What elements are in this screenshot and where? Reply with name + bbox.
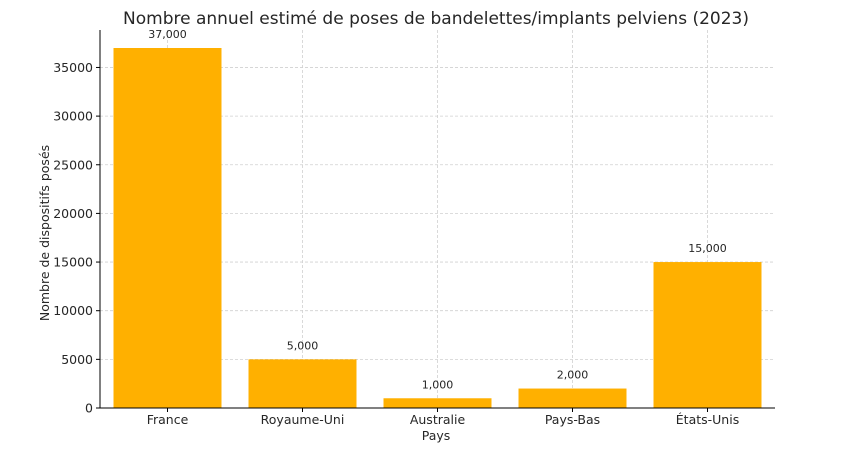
axis-layer: [96, 30, 775, 412]
chart-title: Nombre annuel estimé de poses de bandele…: [123, 9, 749, 29]
y-tick-label: 15000: [53, 255, 93, 270]
y-tick-label: 0: [85, 401, 93, 416]
y-tick-label: 25000: [53, 157, 93, 172]
y-tick-label: 30000: [53, 109, 93, 124]
bar-value-label: 37,000: [148, 28, 187, 41]
bar-value-label: 1,000: [422, 378, 454, 391]
bar-2: [248, 359, 357, 408]
x-tick-label: États-Unis: [676, 412, 739, 427]
bar-value-label: 2,000: [557, 369, 589, 382]
x-tick-label: Royaume-Uni: [261, 412, 345, 427]
bar-1: [113, 48, 222, 408]
bar-layer: [113, 48, 762, 408]
y-tick-label: 20000: [53, 206, 93, 221]
bar-value-label: 15,000: [688, 242, 727, 255]
y-axis-label: Nombre de dispositifs posés: [37, 145, 52, 321]
y-tick-label: 10000: [53, 303, 93, 318]
y-tick-label: 5000: [61, 352, 93, 367]
label-layer: 0 5000 10000 15000 20000 25000 30000 35000 Franc…: [53, 28, 739, 427]
x-tick-label: France: [147, 412, 189, 427]
x-axis-label: Pays: [422, 428, 451, 443]
y-tick-label: 35000: [53, 60, 93, 75]
bar-value-label: 5,000: [287, 339, 319, 352]
bar-3: [383, 398, 492, 408]
bar-4: [518, 388, 627, 408]
bar-5: [653, 262, 762, 408]
x-tick-label: Australie: [410, 412, 466, 427]
x-tick-label: Pays-Bas: [545, 412, 600, 427]
